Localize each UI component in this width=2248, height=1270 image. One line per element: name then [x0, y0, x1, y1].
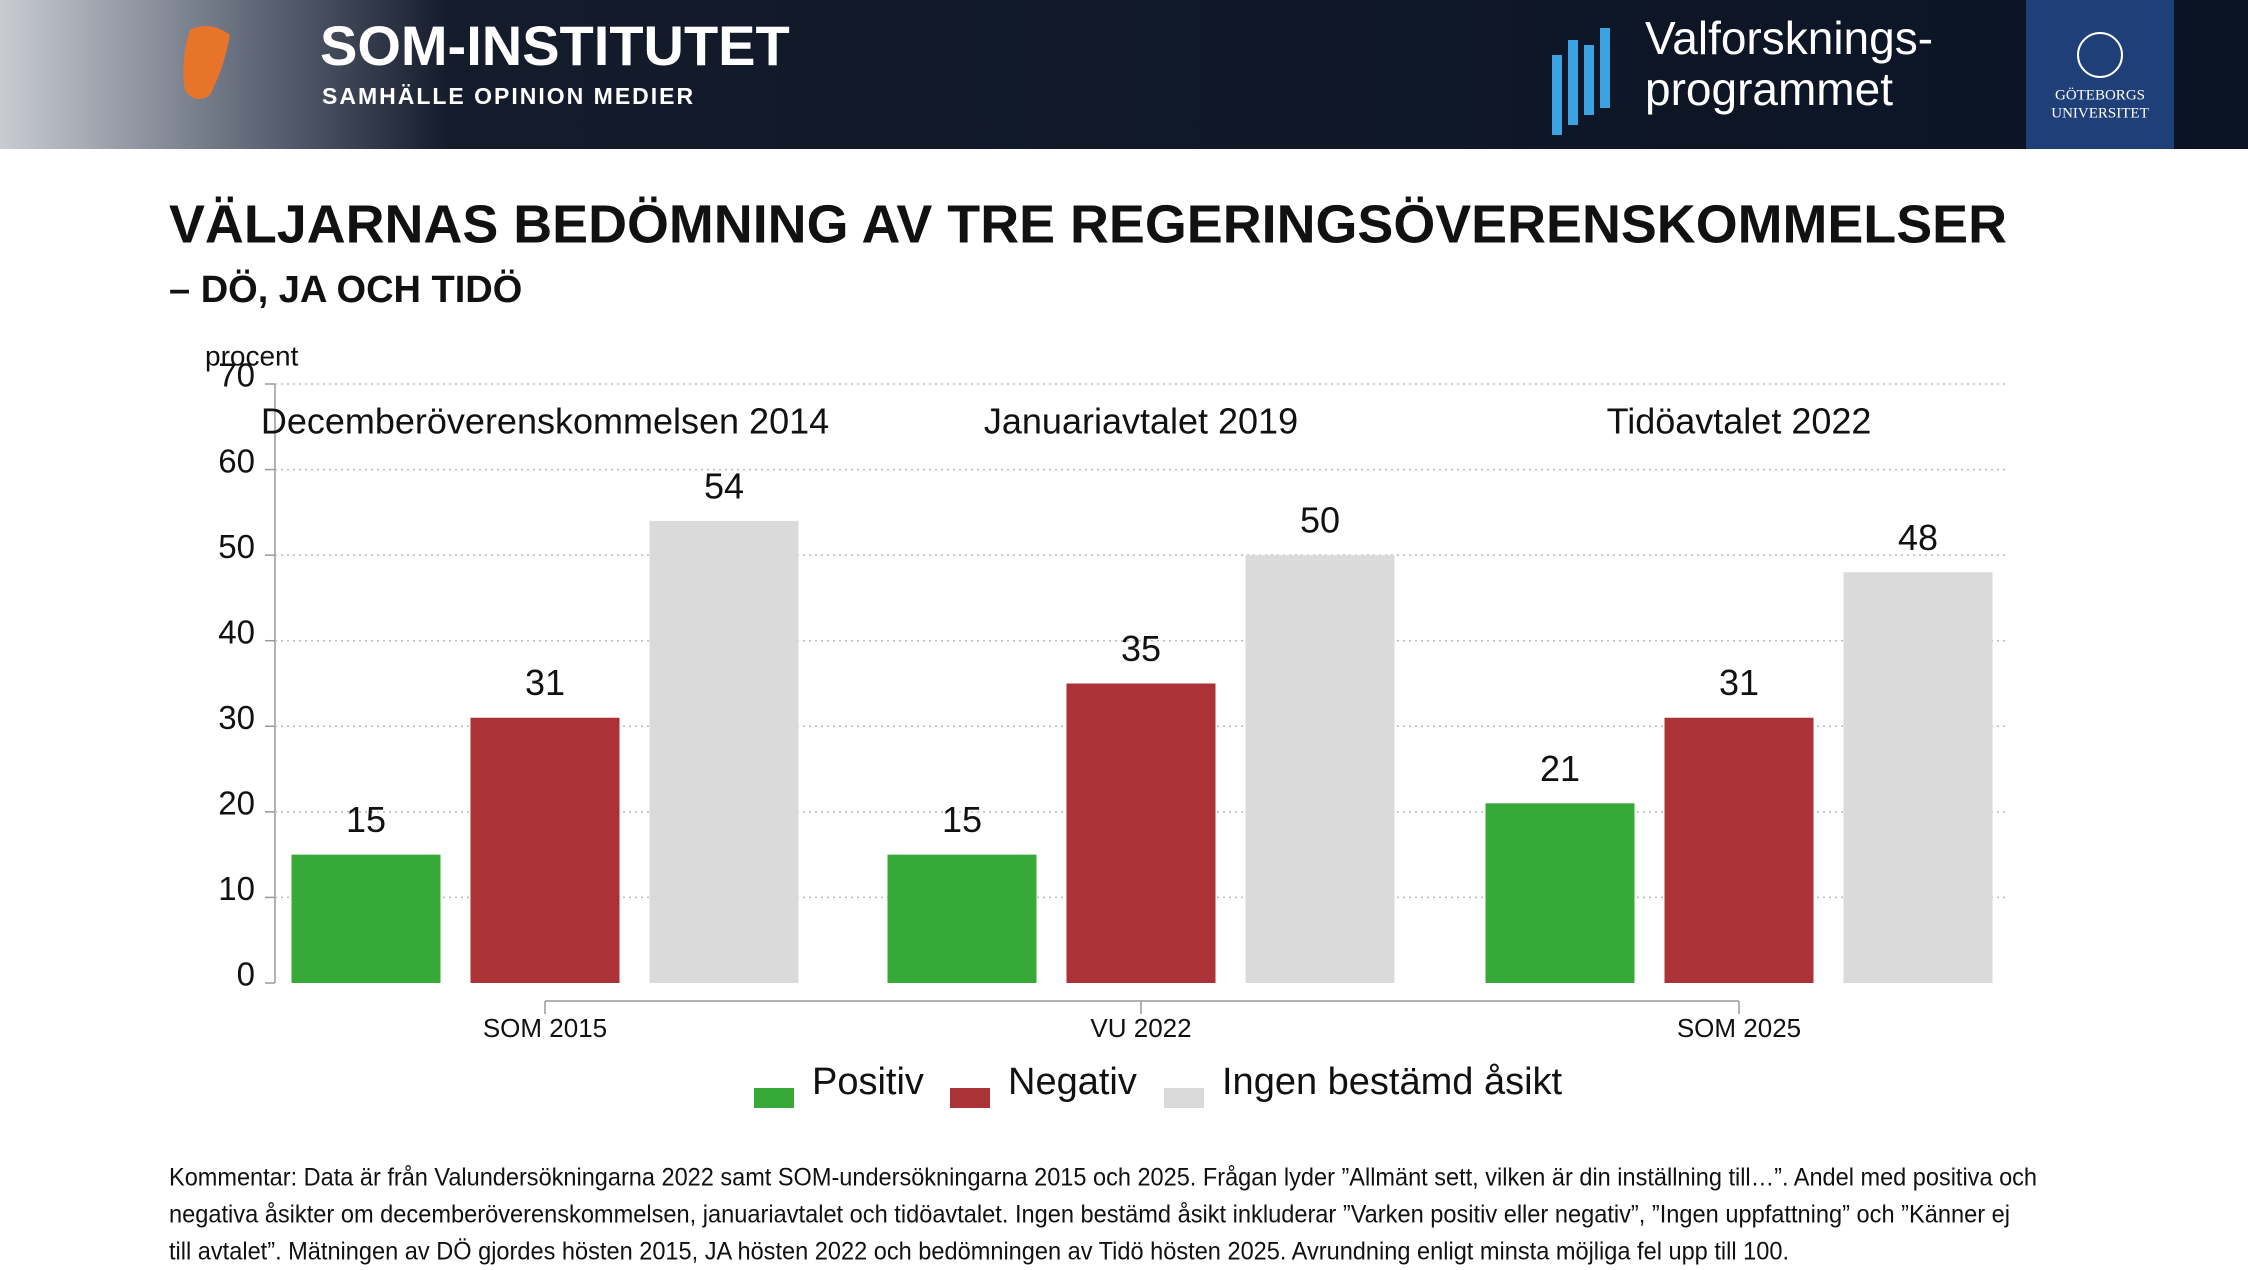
- data-label: 48: [1898, 517, 1938, 558]
- x-tick-label: SOM 2025: [1677, 1013, 1801, 1043]
- data-label: 21: [1540, 748, 1580, 789]
- bar: [470, 717, 620, 983]
- brand: SOM-INSTITUTET: [320, 14, 790, 77]
- university-line: UNIVERSITET: [2051, 105, 2149, 121]
- data-label: 31: [525, 662, 565, 703]
- header-band: [0, 0, 2248, 149]
- note-line: Kommentar: Data är från Valundersökninga…: [169, 1164, 2037, 1192]
- data-label: 15: [942, 799, 982, 840]
- y-tick-label: 20: [218, 785, 255, 822]
- y-axis-label: procent: [205, 340, 299, 371]
- legend-label: Positiv: [812, 1061, 924, 1103]
- brand-tagline: SAMHÄLLE OPINION MEDIER: [322, 83, 695, 109]
- chart-title: VÄLJARNAS BEDÖMNING AV TRE REGERINGSÖVER…: [169, 194, 2007, 254]
- data-label: 31: [1719, 662, 1759, 703]
- y-tick-label: 40: [218, 613, 255, 650]
- bar: [1245, 555, 1395, 983]
- legend-swatch: [1164, 1088, 1204, 1108]
- group-label: Tidöavtalet 2022: [1607, 401, 1872, 442]
- bar: [887, 854, 1037, 983]
- y-tick-label: 50: [218, 528, 255, 565]
- program-line: programmet: [1645, 63, 1893, 115]
- legend-swatch: [950, 1088, 990, 1108]
- program-line: Valforsknings-: [1645, 12, 1933, 64]
- university-box: [2026, 0, 2174, 149]
- legend-label: Negativ: [1008, 1061, 1137, 1103]
- group-label: Decemberöverenskommelsen 2014: [261, 401, 829, 442]
- header: SOM-INSTITUTET SAMHÄLLE OPINION MEDIER V…: [0, 0, 2248, 149]
- note-line: negativa åsikter om decemberöverenskomme…: [169, 1201, 2010, 1229]
- university-seal: [2077, 32, 2123, 78]
- program-icon: [1552, 28, 1610, 135]
- data-label: 50: [1300, 500, 1340, 541]
- legend-swatch: [754, 1088, 794, 1108]
- bar: [291, 854, 441, 983]
- bar: [1066, 683, 1216, 983]
- note-line: till avtalet”. Mätningen av DÖ gjordes h…: [169, 1238, 1789, 1266]
- chart-subtitle: – DÖ, JA OCH TIDÖ: [169, 268, 522, 311]
- data-label: 54: [704, 465, 744, 506]
- x-tick-label: VU 2022: [1090, 1013, 1191, 1043]
- data-label: 35: [1121, 628, 1161, 669]
- university-line: GÖTEBORGS: [2055, 86, 2145, 103]
- y-tick-label: 70: [218, 357, 255, 394]
- bar: [1664, 717, 1814, 983]
- data-label: 15: [346, 799, 386, 840]
- y-tick-label: 30: [218, 699, 255, 736]
- bar: [649, 520, 799, 983]
- y-tick-label: 0: [237, 956, 255, 993]
- group-label: Januariavtalet 2019: [984, 401, 1298, 442]
- map-logo: [183, 26, 230, 99]
- y-tick-label: 60: [218, 442, 255, 479]
- y-tick-label: 10: [218, 870, 255, 907]
- legend-label: Ingen bestämd åsikt: [1222, 1061, 1563, 1103]
- bar: [1843, 572, 1993, 983]
- x-tick-label: SOM 2015: [483, 1013, 607, 1043]
- bar: [1485, 803, 1635, 983]
